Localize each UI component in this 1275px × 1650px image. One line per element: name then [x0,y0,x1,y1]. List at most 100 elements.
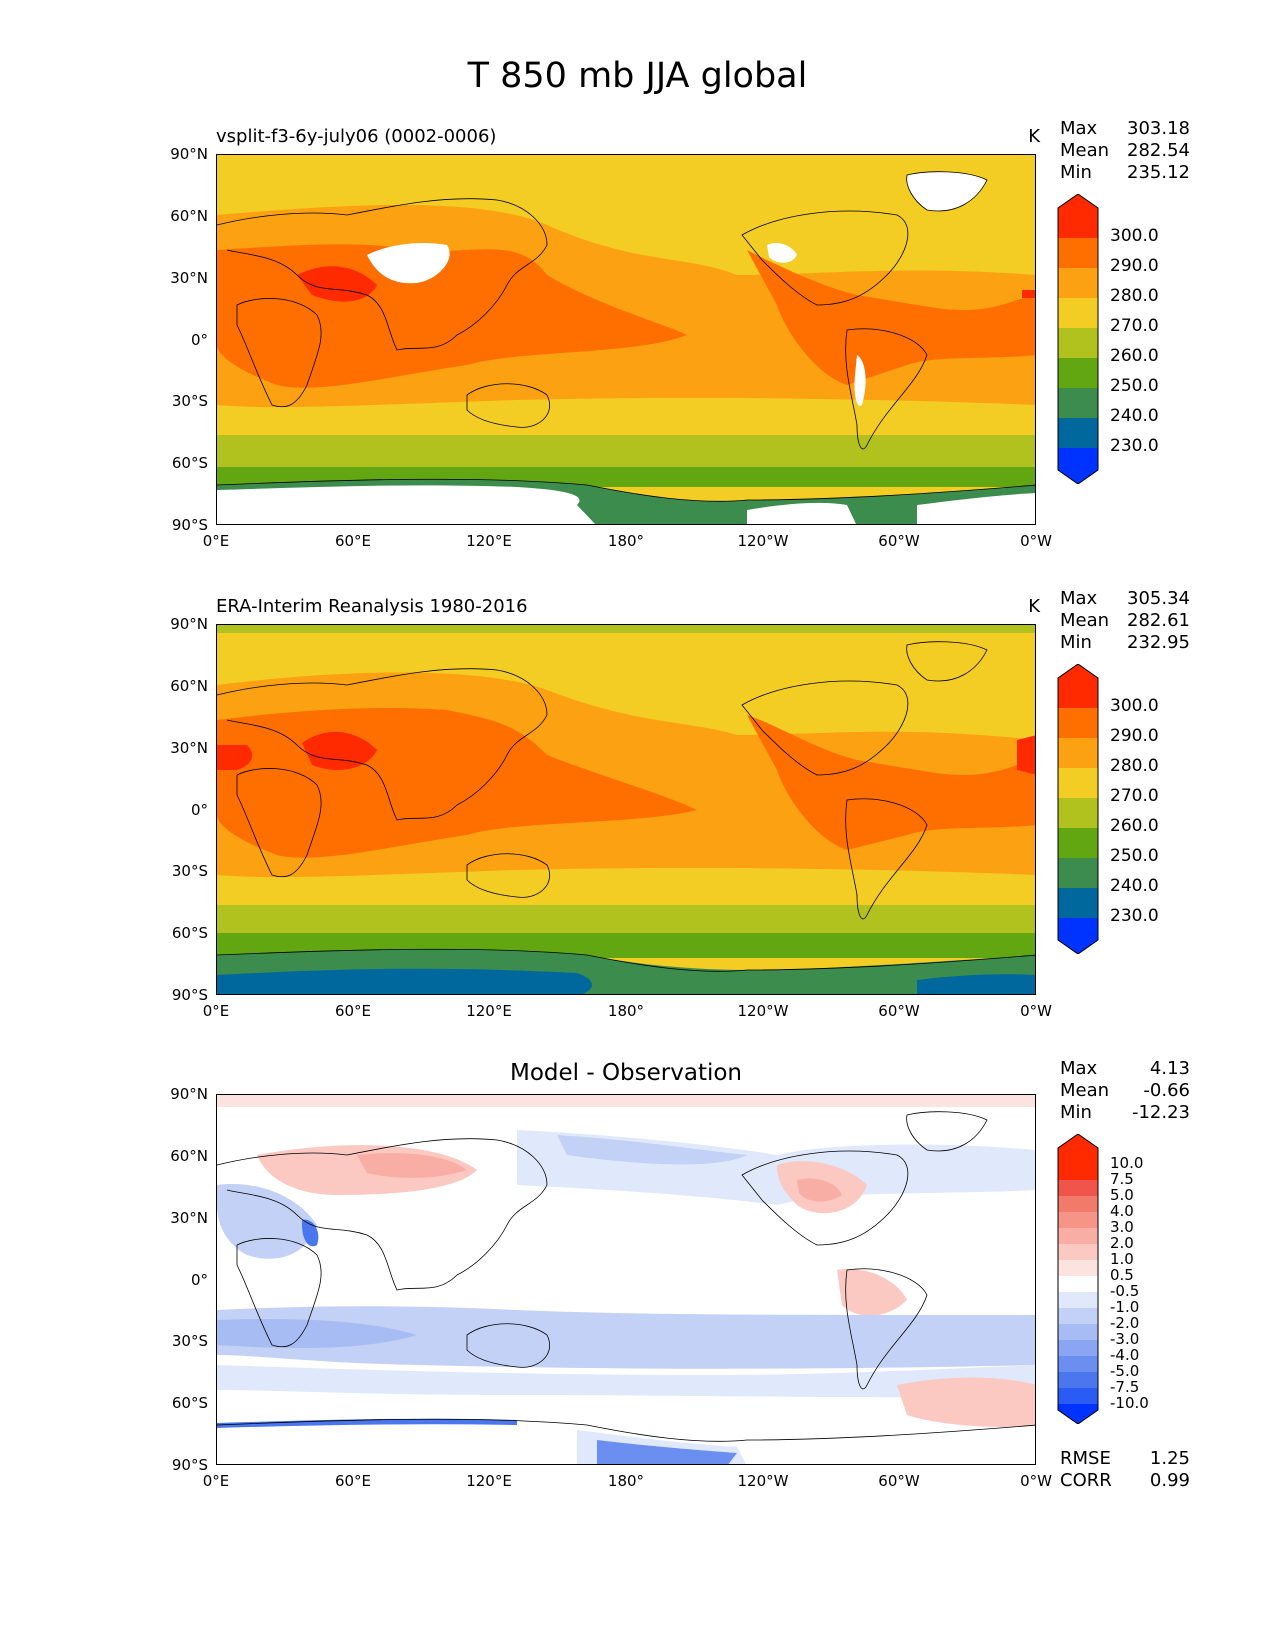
colorbar-label: 270.0 [1110,786,1159,806]
y-tick: 30°N [170,269,208,287]
south-america-coast [845,1268,928,1390]
y-tick: 60°N [170,1147,208,1165]
x-tick: 60°W [878,532,920,550]
colorbar-label: 240.0 [1110,876,1159,896]
x-tick: 0°E [202,1472,230,1490]
map-plot [216,624,1036,995]
colorbar-label: 250.0 [1110,846,1159,866]
x-tick: 120°E [466,1472,512,1490]
map-plot [216,1094,1036,1465]
tibet-mask [367,243,450,284]
colorbar-label: 290.0 [1110,726,1159,746]
band-cool-southern-ocean [217,1365,1035,1398]
colorbar-swatch [1058,1260,1098,1276]
africa-coast [236,298,322,408]
colorbar-swatch [1058,1308,1098,1324]
colorbar-swatch [1058,1180,1098,1196]
panel-difference: Model - Observation Max 4.13 Mean -0.66 Mi… [0,1058,1275,1498]
south-america-coast [845,798,928,920]
colorbar-label: -0.5 [1110,1282,1140,1300]
colorbar [1057,194,1099,484]
australia-coast [466,1323,550,1368]
greenland-coast [906,171,988,212]
band-290-americas [747,250,1035,385]
y-tick: 60°S [171,924,208,942]
min-label: Min [1060,162,1092,183]
x-tick: 0°E [202,1002,230,1020]
colorbar-swatch [1058,1244,1098,1260]
north-america-coast [741,210,909,306]
x-tick: 120°E [466,532,512,550]
colorbar-top-arrow [1058,194,1098,238]
colorbar-label: 230.0 [1110,436,1159,456]
north-america-coast [741,1150,909,1246]
colorbar-label: 300.0 [1110,696,1159,716]
colorbar-swatch [1058,858,1098,888]
mean-value: 282.61 [1127,610,1190,631]
band-warm-samerica [837,1269,907,1316]
colorbar-swatch [1058,1324,1098,1340]
map-svg [217,625,1035,994]
colorbar-label: 290.0 [1110,256,1159,276]
antarctica-mask-west [217,485,596,524]
colorbar-swatch [1058,708,1098,738]
x-tick: 180° [607,532,645,550]
colorbar-outline [1057,664,1099,954]
australia-coast [466,853,550,898]
y-tick: 90°S [171,986,208,1004]
x-tick: 0°W [1020,1002,1052,1020]
colorbar-label: 7.5 [1110,1170,1134,1188]
min-value: -12.23 [1131,1102,1190,1123]
coastlines [217,641,1035,972]
figure-title: T 850 mb JJA global [467,56,808,96]
map-svg [217,1095,1035,1464]
y-tick: 90°S [171,1456,208,1474]
max-label: Max [1060,118,1098,139]
andes-mask [854,355,866,406]
colorbar-label: 280.0 [1110,756,1159,776]
colorbar-label: 0.5 [1110,1266,1134,1284]
band-260 [217,435,1035,470]
x-tick: 120°E [466,1002,512,1020]
colorbar-swatch [1058,1228,1098,1244]
rmse-label: RMSE [1060,1448,1111,1469]
x-tick: 60°E [334,1002,372,1020]
north-america-coast [741,680,909,776]
mean-label: Mean [1060,140,1110,161]
max-value: 303.18 [1127,118,1190,139]
x-tick: 0°E [202,532,230,550]
colorbar-label: 240.0 [1110,406,1159,426]
antarctica-mask-mid [747,502,857,524]
colorbar-label: 2.0 [1110,1234,1134,1252]
colorbar-label: 250.0 [1110,376,1159,396]
colorbar-label: 5.0 [1110,1186,1134,1204]
corr-label: CORR [1060,1470,1112,1491]
colorbar-swatch [1058,1372,1098,1388]
colorbar-swatch [1058,1292,1098,1308]
colorbar-label: 10.0 [1110,1154,1144,1172]
eurasia-coast [217,1138,548,1291]
mean-label: Mean [1060,610,1110,631]
x-tick: 60°W [878,1002,920,1020]
colorbar-swatch [1058,888,1098,918]
coastlines [217,171,1035,502]
colorbar-bottom-arrow [1058,918,1098,954]
colorbar-bottom-arrow [1058,1404,1098,1424]
band-cool-antarctic-strong [597,1440,737,1464]
band-cool-antarctic-edge [217,1418,517,1428]
colorbar-outline [1057,194,1099,484]
colorbar-swatch [1058,768,1098,798]
max-label: Max [1060,588,1098,609]
colorbar-swatch [1058,1388,1098,1404]
africa-coast [236,1238,322,1348]
antarctica-coast [217,1418,1035,1442]
band-260 [217,905,1035,935]
band-arctic-warm [217,1095,1035,1107]
eurasia-coast [217,668,548,821]
greenland-coast [906,1111,988,1152]
x-tick: 120°W [737,532,789,550]
band-230-east [917,974,1035,994]
max-value: 4.13 [1149,1058,1190,1079]
y-tick: 90°S [171,516,208,534]
max-value: 305.34 [1127,588,1190,609]
